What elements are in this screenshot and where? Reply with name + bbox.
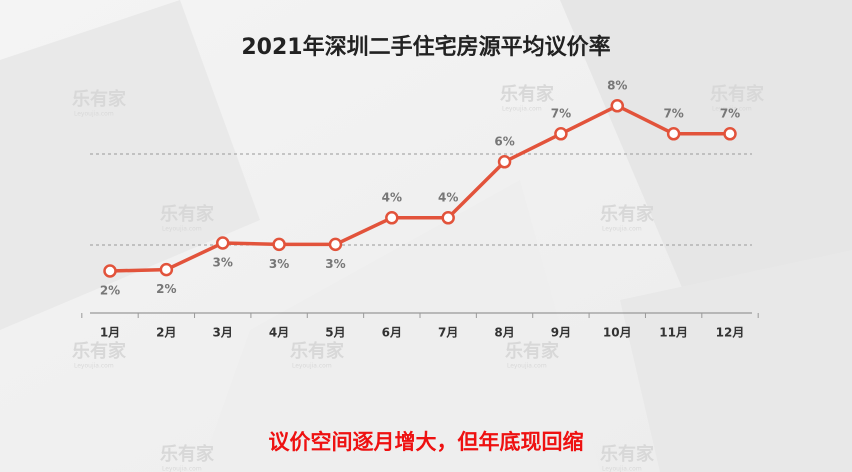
value-label: 2%: [156, 282, 176, 296]
watermark: 乐有家: [600, 443, 655, 465]
bg-shape: [200, 180, 600, 472]
x-tick-label: 2月: [156, 326, 176, 340]
watermark: 乐有家: [710, 83, 765, 105]
point: [272, 237, 286, 252]
subtitle: 议价空间逐月增大，但年底现回缩: [269, 430, 584, 454]
point: [215, 236, 230, 250]
watermark: 乐有家: [505, 340, 560, 362]
value-label: 3%: [213, 256, 233, 270]
watermark-sub: Leyoujia.com: [162, 466, 202, 472]
value-label: 7%: [663, 106, 683, 120]
watermark-sub: Leyoujia.com: [74, 111, 114, 118]
x-tick-label: 4月: [269, 326, 289, 340]
value-label: 4%: [382, 190, 402, 204]
bg-shape: [0, 0, 260, 330]
x-tick-label: 7月: [438, 326, 458, 340]
watermark: 乐有家: [72, 88, 127, 110]
x-tick-label: 1月: [100, 326, 120, 340]
chart-title: 2021年深圳二手住宅房源平均议价率: [241, 34, 610, 60]
point: [328, 237, 343, 252]
value-label: 4%: [438, 190, 458, 204]
watermark-sub: Leyoujia.com: [712, 106, 752, 113]
point: [103, 264, 117, 278]
x-tick-label: 8月: [494, 326, 514, 340]
watermark: 乐有家: [160, 443, 215, 465]
watermark: 乐有家: [500, 83, 555, 105]
watermark-sub: Leyoujia.com: [502, 106, 542, 113]
x-tick-label: 3月: [213, 326, 233, 340]
watermark: 乐有家: [160, 203, 215, 225]
point: [666, 127, 681, 141]
watermark-sub: Leyoujia.com: [292, 363, 332, 370]
x-tick-label: 6月: [382, 326, 402, 340]
value-label: 7%: [720, 106, 740, 120]
point: [554, 127, 568, 141]
point: [610, 99, 625, 113]
x-tick-label: 11月: [659, 326, 688, 340]
point: [159, 262, 174, 277]
x-tick-label: 12月: [716, 326, 745, 340]
watermark-sub: Leyoujia.com: [74, 363, 114, 370]
watermark-sub: Leyoujia.com: [602, 466, 642, 472]
bg-shape: [560, 0, 852, 330]
value-label: 3%: [325, 257, 345, 271]
x-tick-label: 5月: [325, 326, 345, 340]
value-label: 7%: [551, 106, 571, 120]
point: [723, 127, 737, 141]
point: [385, 211, 399, 225]
value-label: 8%: [607, 78, 627, 92]
line: [109, 104, 730, 273]
value-label: 2%: [100, 284, 120, 298]
value-label: 3%: [269, 257, 289, 271]
x-tick-label: 10月: [603, 326, 632, 340]
point: [441, 211, 455, 225]
watermark: 乐有家: [600, 203, 655, 225]
point: [497, 155, 512, 169]
watermark-sub: Leyoujia.com: [162, 226, 202, 233]
watermark: 乐有家: [290, 340, 345, 362]
watermark-sub: Leyoujia.com: [602, 226, 642, 233]
watermark: 乐有家: [72, 340, 127, 362]
value-label: 6%: [494, 134, 514, 148]
bg-shape: [620, 250, 852, 472]
x-tick-label: 9月: [551, 326, 571, 340]
watermark-sub: Leyoujia.com: [507, 363, 547, 370]
